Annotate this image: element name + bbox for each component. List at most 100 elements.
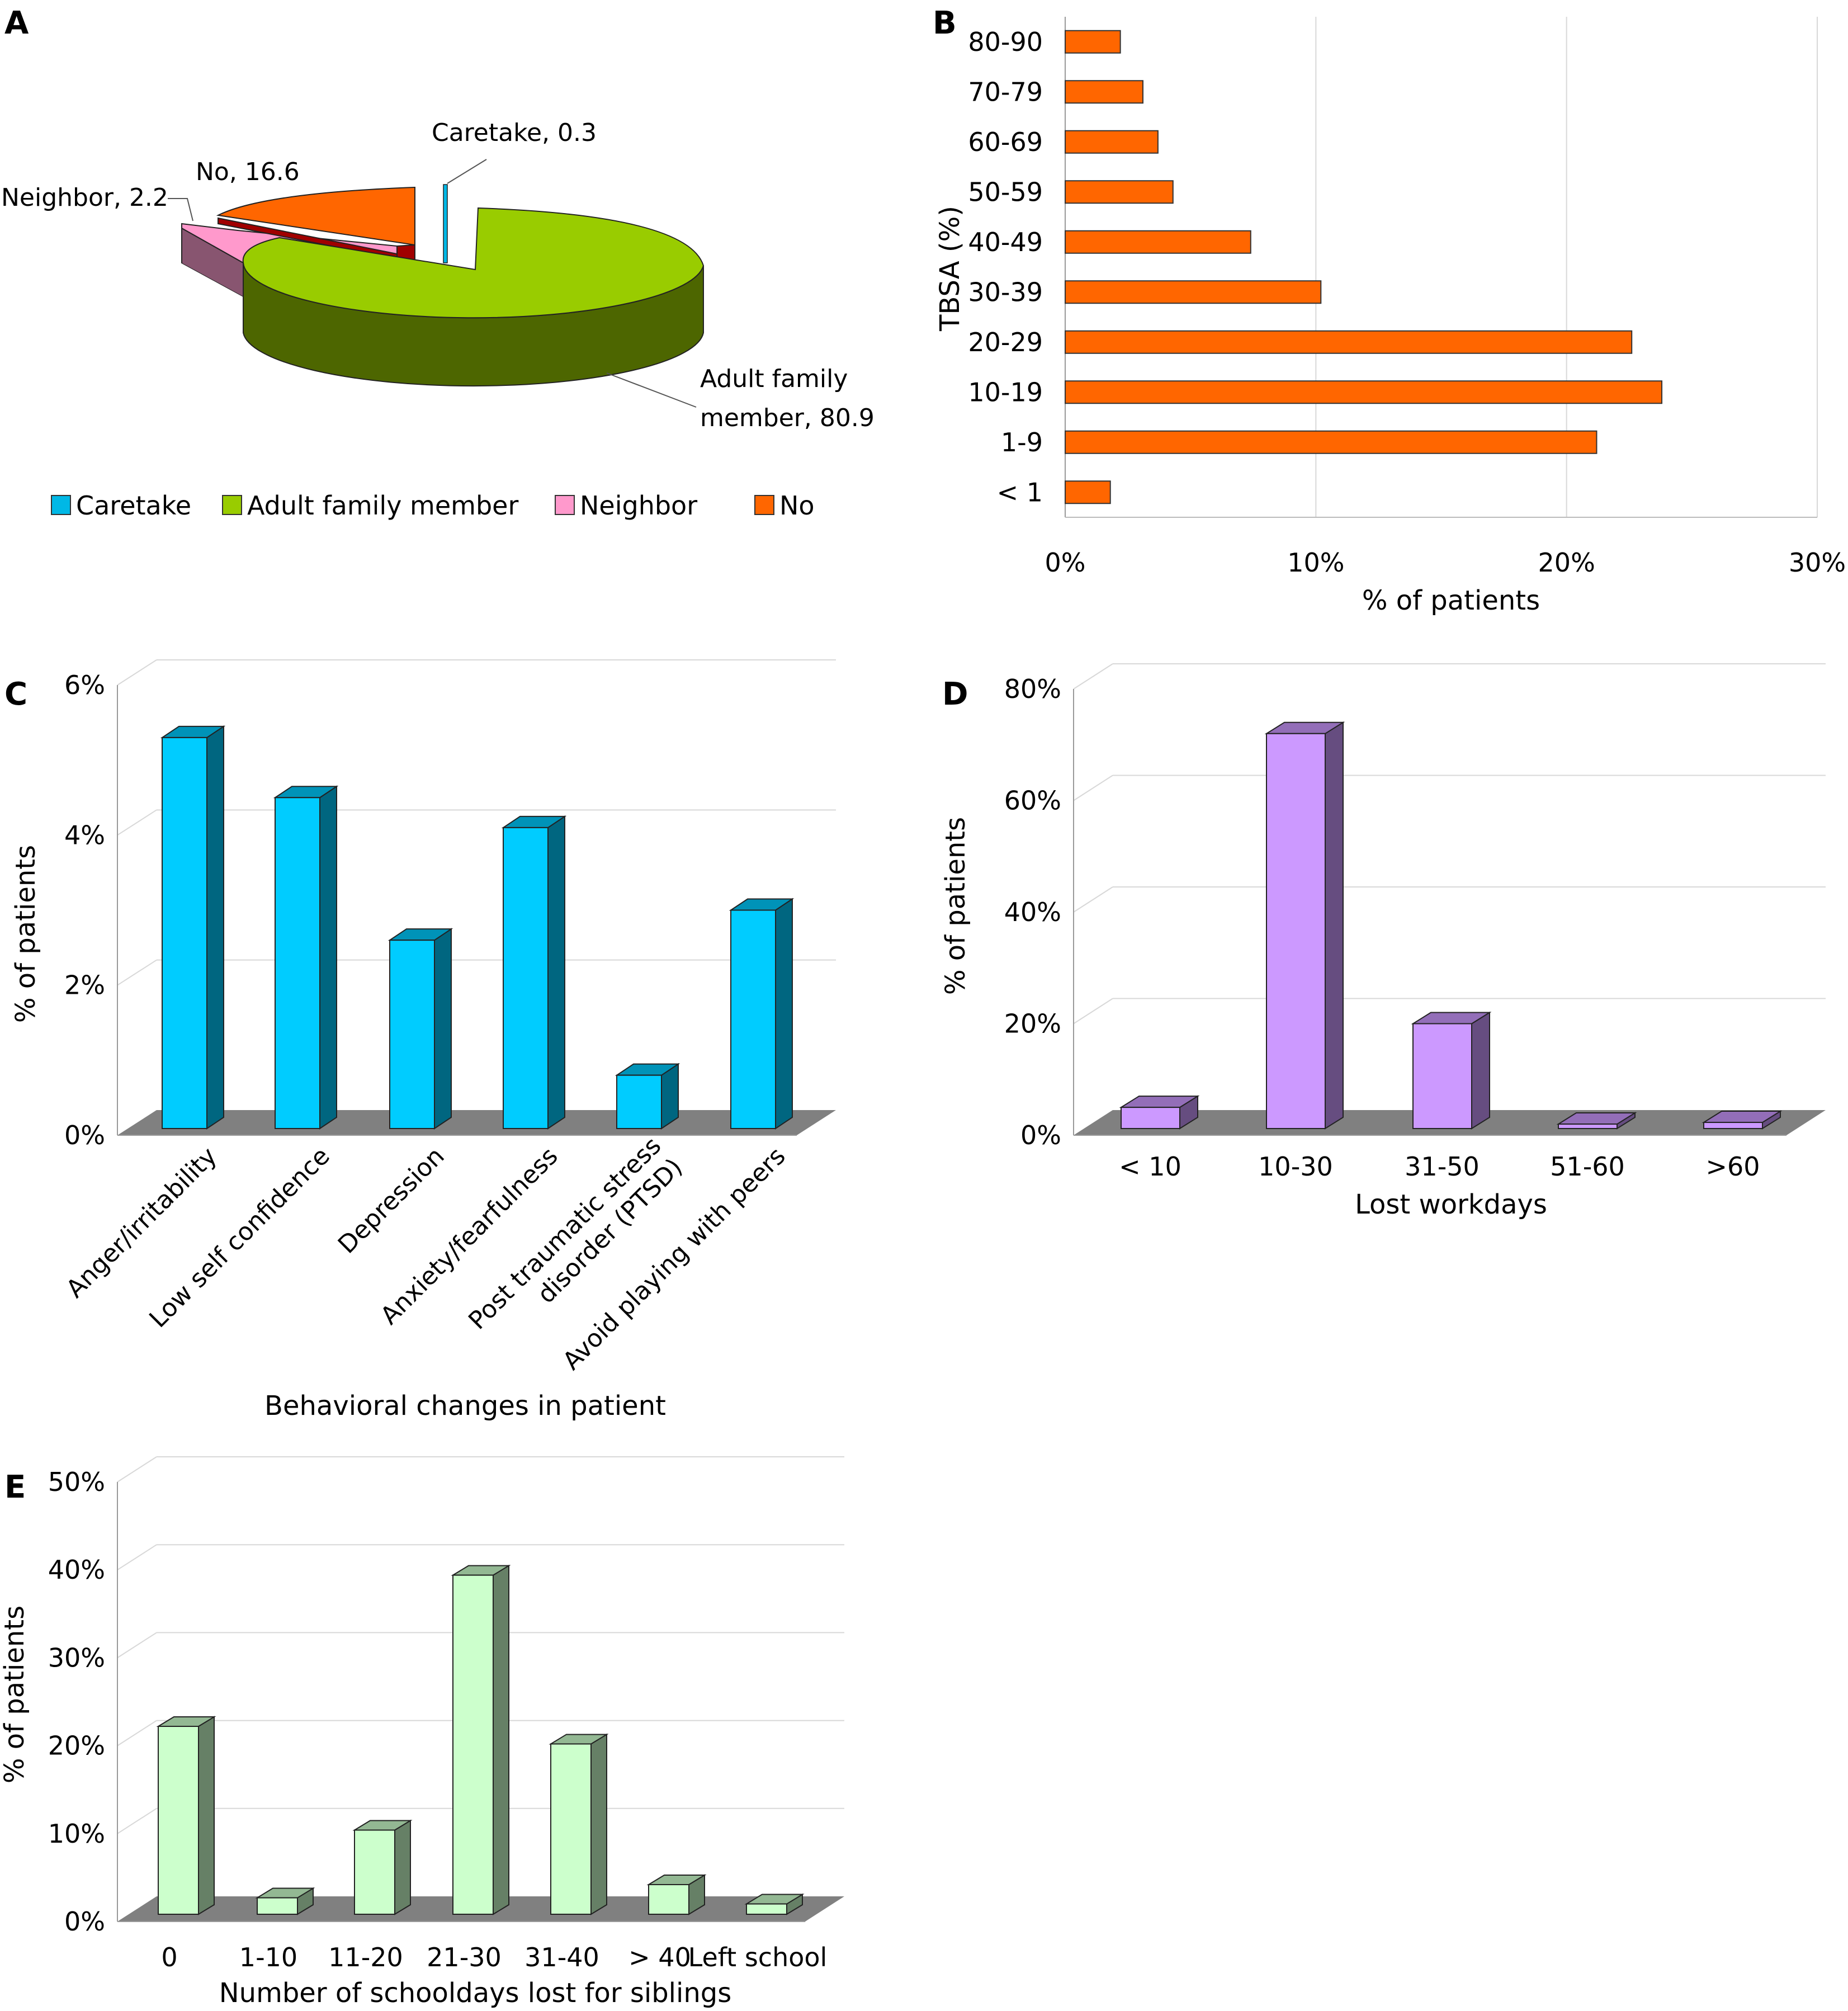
y-tick: 0% (1020, 1120, 1061, 1150)
panel-letter-c: C (4, 676, 27, 712)
b-y-tick: 10-19 (968, 377, 1043, 407)
bar-post-traumatic-stress-disorder-ptsd (615, 1063, 680, 1130)
y-tick: 20% (1004, 1009, 1061, 1039)
b-y-tick: 80-90 (968, 27, 1043, 57)
e-y-axis-label: % of patients (0, 1606, 30, 1783)
b-bar-10-19 (1065, 380, 1663, 404)
panel-letter-e: E (4, 1469, 26, 1505)
e-x-tick-1-10: 1-10 (239, 1942, 297, 1972)
b-y-tick: 50-59 (968, 177, 1043, 207)
pie-label-caretake: Caretake, 0.3 (432, 119, 597, 147)
legend-swatch-no (754, 495, 774, 515)
pie-legend: Caretake Adult family member Neighbor No (51, 490, 815, 521)
y-tick: 0% (64, 1120, 105, 1150)
b-y-tick: 1-9 (1001, 427, 1043, 457)
panel-b-tbsa-chart: 0% 10% 20% 30% < 1 1-9 10-19 20-29 30-39 40-49 50-… (934, 17, 1846, 616)
bar-anxiety-fearfulness (501, 815, 567, 1130)
b-x-axis-label: % of patients (1362, 585, 1540, 616)
b-bar-70-79 (1065, 80, 1143, 104)
pie-label-neighbor: Neighbor, 2.2 (1, 183, 168, 212)
panel-e-schooldays-chart: 0% 10% 20% 30% 40% 50% 0 1-10 11-20 21-30 31-40 > 4… (0, 1456, 844, 2009)
y-tick: 10% (48, 1819, 105, 1849)
b-bar-40-49 (1065, 230, 1251, 254)
b-bar-1-9 (1065, 430, 1597, 454)
y-tick: 80% (1004, 674, 1061, 704)
c-x-tick-low-self-confidence: Low self confidence (144, 1142, 335, 1333)
b-bar-50-59 (1065, 180, 1174, 204)
chart-floor (117, 1110, 836, 1135)
bar-31-40 (549, 1733, 609, 1915)
c-x-axis-label: Behavioral changes in patient (264, 1390, 666, 1422)
bar-anger-irritability (160, 725, 226, 1130)
legend-label-adult-family-member: Adult family member (247, 490, 518, 521)
bar-51-60 (1556, 1112, 1637, 1130)
d-x-tick-10: < 10 (1119, 1151, 1181, 1182)
y-tick: 6% (64, 670, 105, 700)
y-tick: 40% (1004, 897, 1061, 927)
c-y-axis-label: % of patients (10, 845, 41, 1023)
e-x-tick-left-school: Left school (688, 1942, 828, 1972)
c-x-tick-post-traumatic-stress-disorder-ptsd: Post traumatic stressdisorder (PTSD) (463, 1131, 688, 1356)
b-y-tick: < 1 (997, 477, 1043, 507)
d-x-tick-31-50: 31-50 (1405, 1151, 1480, 1182)
d-y-axis-label: % of patients (940, 817, 971, 995)
b-y-tick: 60-69 (968, 127, 1043, 157)
b-y-axis-label: TBSA (%) (934, 206, 966, 332)
bar-1-10 (255, 1887, 315, 1915)
legend-label-neighbor: Neighbor (580, 490, 697, 521)
e-x-tick-31-40: 31-40 (524, 1942, 599, 1972)
pie-slice-neighbor-side-bottom (182, 263, 246, 296)
legend-label-caretake: Caretake (76, 490, 191, 521)
c-x-tick-depression: Depression (333, 1142, 450, 1259)
b-y-tick: 20-29 (968, 327, 1043, 357)
bar-0 (156, 1716, 216, 1915)
y-tick: 40% (48, 1555, 105, 1585)
b-bar-20-29 (1065, 330, 1633, 354)
y-tick: 2% (64, 970, 105, 1000)
b-x-tick: 20% (1538, 547, 1595, 578)
pie-label-no: No, 16.6 (196, 158, 300, 186)
d-x-axis-label: Lost workdays (1355, 1189, 1547, 1220)
b-y-tick: 40-49 (968, 227, 1043, 257)
bar-11-20 (352, 1819, 413, 1915)
panel-a-pie-chart: Caretake, 0.3 No, 16.6 Neighbor, 2.2 Adu… (1, 119, 875, 521)
bar-avoid-playing-with-peers (729, 898, 795, 1130)
legend-swatch-adult-family-member (222, 495, 242, 515)
b-bar-80-90 (1065, 30, 1121, 54)
e-x-tick-40: > 40 (628, 1942, 691, 1972)
bar-low-self-confidence (273, 785, 339, 1130)
b-bar-60-69 (1065, 130, 1159, 154)
e-x-tick-11-20: 11-20 (328, 1942, 403, 1972)
legend-swatch-neighbor (555, 495, 575, 515)
y-tick: 50% (48, 1467, 105, 1497)
d-x-tick-10-30: 10-30 (1258, 1151, 1333, 1182)
y-tick: 30% (48, 1642, 105, 1673)
y-tick: 20% (48, 1731, 105, 1761)
panel-letter-a: A (4, 5, 29, 41)
bar-left-school (744, 1893, 805, 1915)
bar-40 (646, 1874, 707, 1915)
y-tick: 4% (64, 820, 105, 850)
bar-10-30 (1264, 721, 1345, 1130)
bar-31-50 (1411, 1011, 1492, 1130)
b-bar-1 (1065, 480, 1111, 504)
panel-d-workdays-chart: 0% 20% 40% 60% 80% < 10 10-30 31-50 51-60 >60 Lost… (940, 663, 1826, 1220)
panel-letter-d: D (942, 676, 968, 712)
bar-21-30 (451, 1564, 511, 1915)
d-x-tick-60: >60 (1705, 1151, 1760, 1182)
b-y-tick: 70-79 (968, 77, 1043, 107)
e-x-tick-21-30: 21-30 (427, 1942, 502, 1972)
b-y-tick: 30-39 (968, 277, 1043, 307)
d-x-tick-51-60: 51-60 (1550, 1151, 1625, 1182)
pie-label-adult: Adult family member, 80.9 (700, 365, 875, 432)
bar-60 (1702, 1110, 1783, 1130)
b-bar-30-39 (1065, 280, 1322, 304)
b-x-tick: 10% (1287, 547, 1344, 578)
y-tick: 0% (64, 1906, 105, 1937)
bar-10 (1119, 1095, 1200, 1130)
b-x-tick: 0% (1045, 547, 1086, 578)
b-x-tick: 30% (1789, 547, 1846, 578)
e-x-tick-0: 0 (161, 1942, 177, 1972)
